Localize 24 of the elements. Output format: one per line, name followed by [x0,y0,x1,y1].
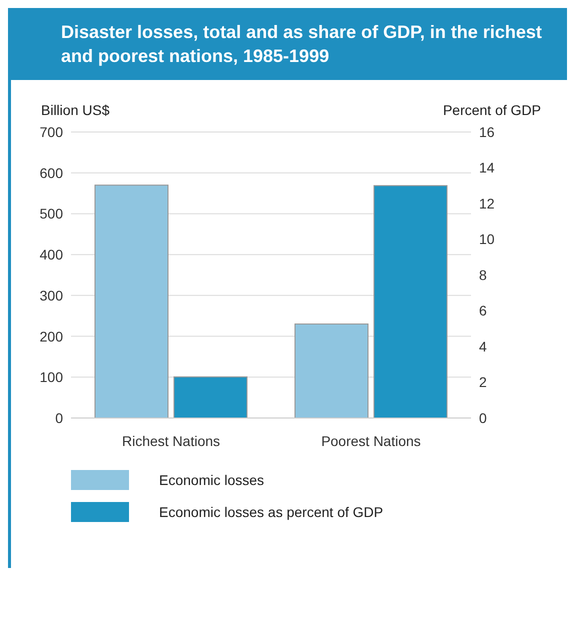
y2-axis-title: Percent of GDP [442,102,541,118]
y2-tick-label: 0 [479,410,487,426]
y-tick-label: 300 [40,287,64,304]
y2-tick-label: 14 [479,160,495,176]
legend-label: Economic losses as percent of GDP [159,504,384,520]
y2-tick-label: 12 [479,195,495,212]
y-tick-label: 600 [40,164,64,181]
y2-tick-label: 8 [479,266,487,283]
legend-label: Economic losses [159,472,264,488]
chart-title: Disaster losses, total and as share of GDP, in the richest and poorest nations, 1985-1999 [11,8,567,80]
y-tick-label: 100 [40,369,64,386]
y2-tick-label: 10 [479,231,495,248]
y-tick-label: 0 [55,410,64,426]
y-tick-label: 400 [40,246,64,263]
x-tick-label: Richest Nations [122,432,220,449]
y2-tick-label: 6 [479,302,487,319]
y2-tick-label: 2 [479,374,487,390]
y-tick-label: 700 [40,124,64,140]
y2-tick-label: 16 [479,124,495,140]
x-tick-label: Poorest Nations [321,432,421,449]
y-tick-label: 500 [40,206,64,222]
y-axis-title: Billion US$ [41,102,110,118]
y-tick-label: 200 [40,328,64,344]
y2-tick-label: 4 [479,338,487,354]
